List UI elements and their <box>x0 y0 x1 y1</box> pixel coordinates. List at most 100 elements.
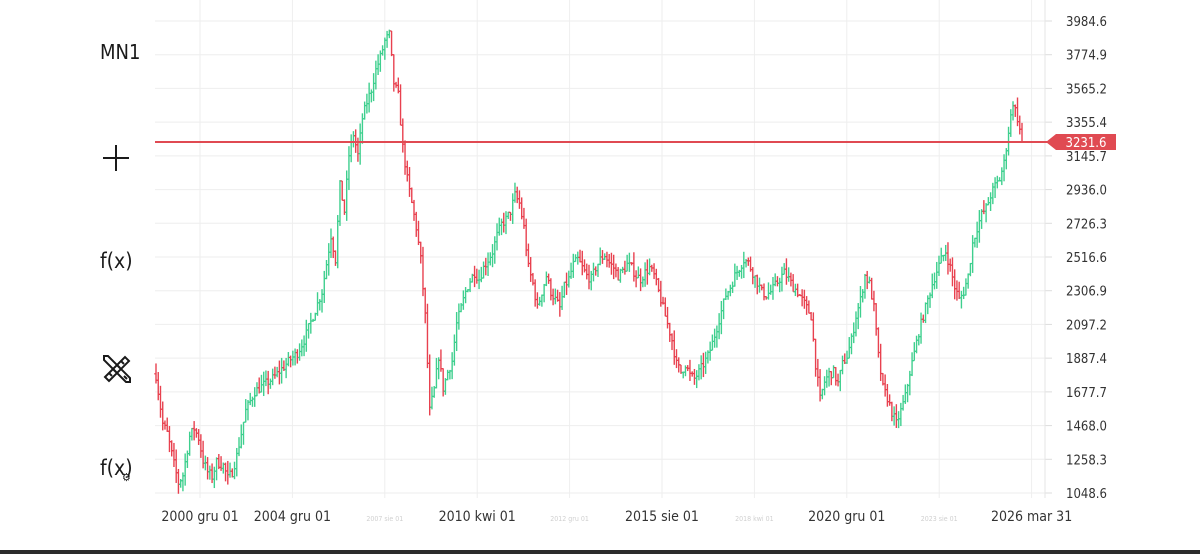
ohlc-bar <box>977 210 982 243</box>
ohlc-bar <box>228 462 232 478</box>
x-tick-label: 2004 gru 01 <box>254 509 331 525</box>
ohlc-bar <box>490 244 495 268</box>
time-axis: 2000 gru 01 2004 gru 01 2007 sie 01 2010 kw… <box>161 509 1072 525</box>
ohlc-bar <box>434 357 439 389</box>
ohlc-bar <box>791 274 795 293</box>
ohlc-bar <box>414 211 419 237</box>
ohlc-bar <box>513 182 517 203</box>
ohlc-bar <box>347 146 351 191</box>
ohlc-bar <box>827 367 831 387</box>
ohlc-bar <box>156 372 161 401</box>
ohlc-bar <box>562 281 567 298</box>
ohlc-bar <box>169 440 174 457</box>
ohlc-bar <box>277 360 282 385</box>
ohlc-bar <box>910 352 914 377</box>
ohlc-bar <box>383 37 387 60</box>
ohlc-bar <box>279 357 284 384</box>
ohlc-bar <box>501 212 506 233</box>
ohlc-bar <box>284 357 288 379</box>
y-tick-label: 2306.9 <box>1066 285 1107 300</box>
ohlc-bar <box>528 257 533 282</box>
ohlc-bar <box>733 263 737 287</box>
ohlc-bar <box>973 237 977 248</box>
indicator-settings-button[interactable]: f(x) ⚙ <box>100 456 140 484</box>
ohlc-bar <box>683 365 688 377</box>
ohlc-bar <box>190 427 194 441</box>
ohlc-bar <box>239 424 244 449</box>
ohlc-bar <box>753 275 757 288</box>
chart-grid <box>155 0 1052 498</box>
ohlc-bar <box>454 312 459 352</box>
ohlc-bar <box>270 368 275 386</box>
ohlc-bar <box>367 82 371 113</box>
ohlc-bar <box>773 273 778 287</box>
ohlc-bar <box>506 211 511 220</box>
ohlc-bar <box>979 209 984 229</box>
ohlc-bar <box>919 312 923 344</box>
x-tick-label: 2026 mar 31 <box>991 509 1072 525</box>
ohlc-bar <box>991 182 995 205</box>
ohlc-bar <box>362 101 367 120</box>
ohlc-bar <box>326 243 331 276</box>
ohlc-bar <box>300 339 304 357</box>
y-tick-label: 1048.6 <box>1066 487 1107 502</box>
ohlc-bar <box>688 359 692 381</box>
ohlc-bar <box>403 140 407 175</box>
ohlc-bar <box>351 131 356 148</box>
ohlc-bar <box>717 313 721 340</box>
ohlc-bar <box>486 252 490 276</box>
ohlc-bar <box>771 276 775 300</box>
ohlc-bar <box>623 260 627 275</box>
ohlc-bar <box>777 277 782 293</box>
ohlc-bar <box>605 251 609 268</box>
ohlc-bar <box>549 278 553 301</box>
ohlc-bar <box>329 228 333 258</box>
indicators-button[interactable]: f(x) <box>100 249 133 273</box>
ohlc-bar <box>865 270 869 290</box>
ohlc-bar <box>793 283 798 297</box>
ohlc-bar <box>869 277 874 300</box>
ohlc-bar <box>786 267 791 282</box>
x-tick-label: 2007 sie 01 <box>366 515 403 523</box>
ohlc-bar <box>540 294 544 307</box>
pencil-ruler-icon[interactable] <box>100 352 140 386</box>
ohlc-bar <box>775 276 780 287</box>
ohlc-bar <box>607 254 611 268</box>
ohlc-bar <box>286 352 291 367</box>
ohlc-bar <box>461 290 466 310</box>
ohlc-bar <box>993 177 997 199</box>
ohlc-bar <box>430 386 434 410</box>
ohlc-bar <box>369 89 374 103</box>
ohlc-bar <box>575 251 580 265</box>
ohlc-bar <box>261 371 266 397</box>
ohlc-bar <box>596 263 600 278</box>
y-tick-label: 1677.7 <box>1066 386 1107 401</box>
ohlc-bar <box>158 385 163 418</box>
ohlc-bar <box>643 262 647 287</box>
ohlc-bar <box>564 272 569 295</box>
ohlc-bar <box>183 453 187 486</box>
ohlc-bar <box>916 334 921 346</box>
ohlc-bar <box>934 261 939 289</box>
ohlc-bar <box>611 254 616 280</box>
ohlc-bar <box>463 287 468 304</box>
ohlc-bar <box>315 292 320 316</box>
ohlc-bar <box>665 306 670 329</box>
timeframe-selector[interactable]: MN1 <box>100 40 141 64</box>
ohlc-bar <box>268 378 273 389</box>
ohlc-bar <box>591 262 596 282</box>
ohlc-bar <box>468 278 472 293</box>
y-tick-label: 1468.0 <box>1066 420 1107 435</box>
ohlc-bar <box>667 322 672 342</box>
ohlc-bar <box>176 468 181 494</box>
ohlc-bars <box>154 29 1024 494</box>
crosshair-icon[interactable] <box>100 142 140 174</box>
ohlc-bar <box>694 370 699 389</box>
ohlc-bar <box>488 252 493 266</box>
ohlc-bar <box>905 383 910 403</box>
ohlc-bar <box>201 440 205 469</box>
ohlc-bar <box>560 285 564 310</box>
ohlc-bar <box>517 190 522 209</box>
ohlc-bar <box>1020 122 1024 143</box>
